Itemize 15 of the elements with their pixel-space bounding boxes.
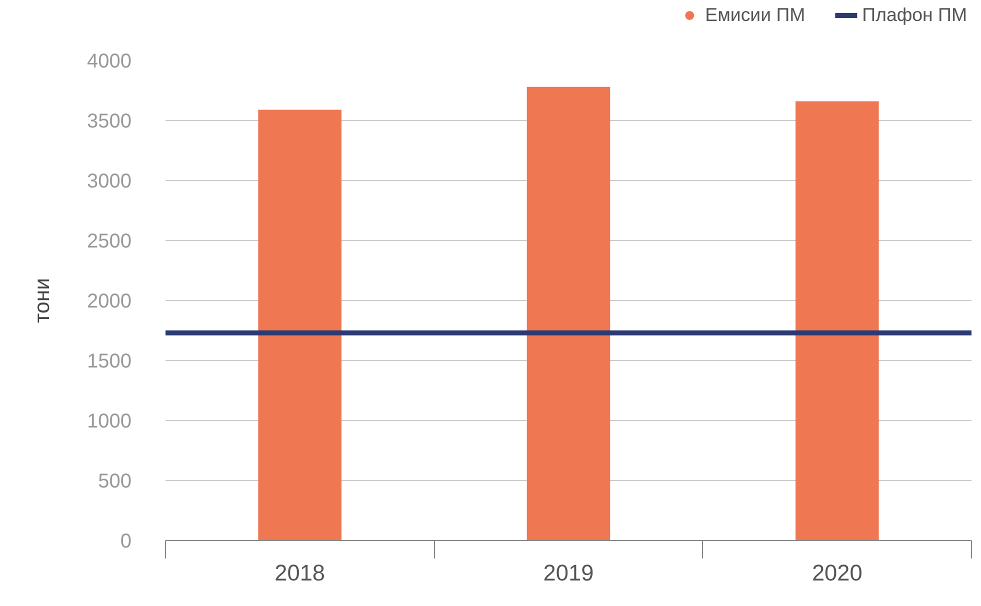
y-tick-label: 1000 [87, 410, 132, 432]
legend-label: Емисии ПМ [705, 4, 806, 26]
x-tick-label: 2019 [543, 560, 594, 586]
y-tick-label: 3000 [87, 170, 132, 192]
y-tick-label: 3500 [87, 110, 132, 132]
legend-label: Плафон ПМ [862, 4, 967, 26]
y-tick-label: 1500 [87, 350, 132, 372]
y-tick-label: 2500 [87, 230, 132, 252]
x-tick-label: 2020 [812, 560, 862, 586]
y-tick-label: 500 [98, 470, 132, 492]
x-tick-label: 2018 [274, 560, 326, 586]
y-axis-title: тони [30, 278, 54, 324]
y-tick-label: 2000 [87, 290, 132, 312]
y-tick-label: 0 [120, 530, 132, 552]
y-tick-label: 4000 [87, 50, 132, 72]
